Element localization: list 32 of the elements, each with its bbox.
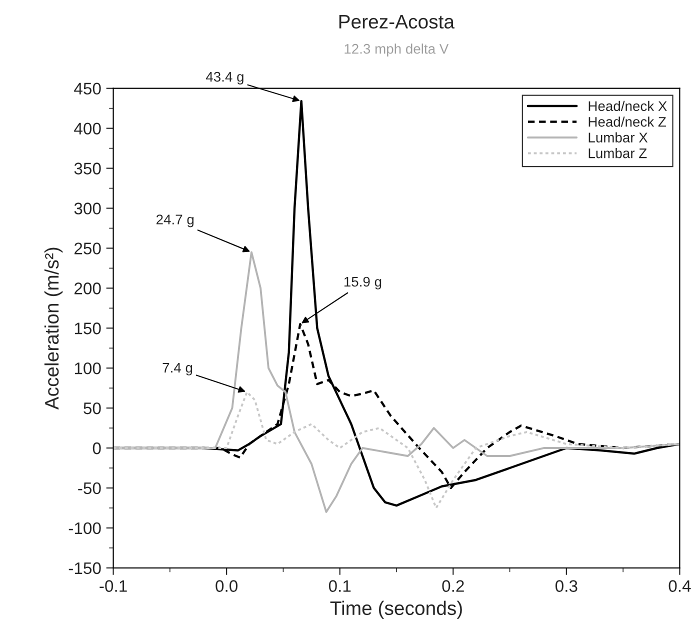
y-tick-label: -100 xyxy=(68,522,101,534)
legend-label: Head/neck Z xyxy=(588,116,666,127)
x-tick-label: 0.1 xyxy=(328,580,351,592)
x-tick-label: 0.0 xyxy=(216,580,238,592)
y-tick-label: 0 xyxy=(92,442,101,454)
line-series xyxy=(113,251,680,513)
chart-title: Perez-Acosta xyxy=(339,15,455,29)
y-tick-label: 100 xyxy=(74,362,101,374)
x-tick-label: 0.2 xyxy=(442,580,464,592)
annotation: 7.4 g xyxy=(162,362,192,376)
legend-label: Lumbar X xyxy=(588,132,648,142)
y-tick-label: 50 xyxy=(84,402,101,414)
y-tick-label: 400 xyxy=(74,122,101,135)
annotation: 15.9 g xyxy=(344,276,382,290)
y-axis-title: Acceleration (m/s²) xyxy=(44,248,63,410)
y-tick-label: -150 xyxy=(68,562,101,574)
y-tick-label: 300 xyxy=(74,202,101,214)
y-tick-label: 450 xyxy=(74,82,101,95)
y-tick-label: 250 xyxy=(74,242,101,254)
y-tick-label: 350 xyxy=(74,162,101,174)
x-tick-label: 0.3 xyxy=(555,580,578,592)
x-axis-title: Time (seconds) xyxy=(330,600,462,619)
y-tick-label: -50 xyxy=(78,482,101,494)
chart-subtitle: 12.3 mph delta V xyxy=(344,44,449,57)
x-tick-label: 0.4 xyxy=(668,580,691,592)
legend-label: Head/neck X xyxy=(588,100,667,112)
legend-label: Lumbar Z xyxy=(588,148,647,158)
y-tick-label: 150 xyxy=(74,322,101,334)
annotation: 43.4 g xyxy=(206,72,244,84)
x-tick-label: -0.1 xyxy=(100,580,127,592)
annotation: 24.7 g xyxy=(156,214,194,228)
y-tick-label: 200 xyxy=(74,282,101,294)
